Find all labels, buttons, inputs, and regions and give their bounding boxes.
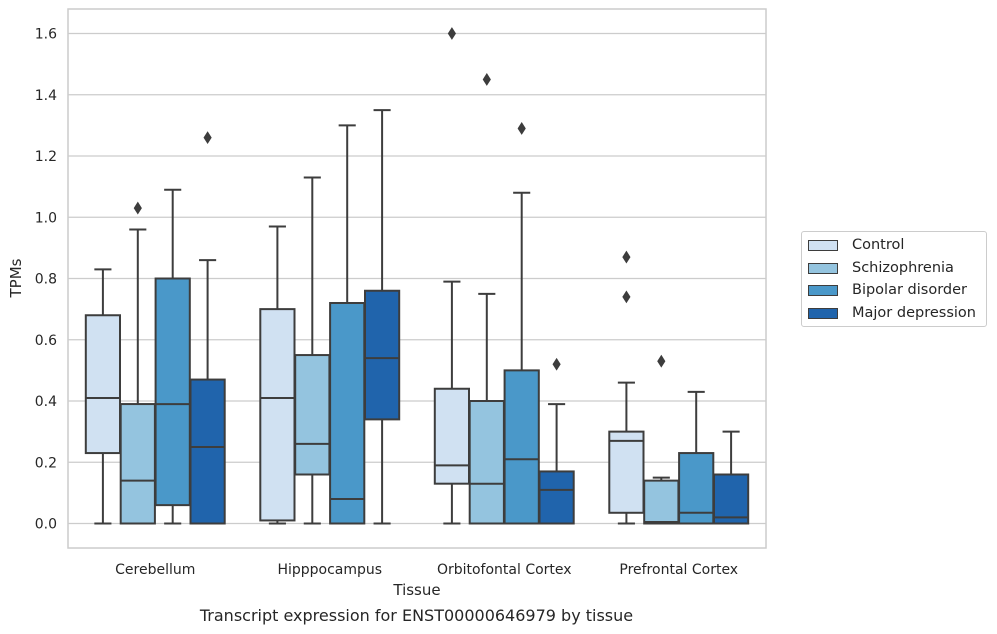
outlier-point — [622, 250, 631, 264]
y-tick-label: 0.0 — [35, 517, 57, 533]
box-group — [468, 73, 505, 525]
outlier-point — [203, 131, 212, 145]
legend-item-control: Control — [808, 235, 904, 255]
y-tick-label: 0.8 — [35, 272, 57, 288]
box-group — [608, 250, 645, 525]
box — [643, 479, 680, 525]
y-tick-label: 0.2 — [35, 455, 57, 471]
box — [84, 314, 122, 455]
boxes — [84, 27, 750, 525]
y-axis-label: TPMs — [7, 258, 25, 298]
legend-label: Major depression — [852, 305, 976, 321]
x-tick-label: Cerebellum — [115, 562, 195, 578]
box-group — [433, 27, 471, 525]
box-group — [154, 188, 191, 525]
box-group — [503, 122, 540, 525]
y-tick-label: 1.0 — [35, 210, 57, 226]
legend-swatch — [808, 262, 838, 274]
chart-caption: Transcript expression for ENST0000064697… — [199, 606, 634, 625]
legend-label: Schizophrenia — [852, 260, 954, 276]
box-group — [84, 268, 122, 525]
legend-item-bipolar-disorder: Bipolar disorder — [808, 280, 967, 300]
legend-label: Bipolar disorder — [852, 282, 967, 298]
box — [119, 403, 156, 525]
outlier-point — [657, 354, 666, 368]
box — [468, 400, 505, 525]
x-axis-label: Tissue — [392, 581, 440, 599]
box-group — [119, 201, 156, 525]
box — [433, 387, 471, 485]
box — [329, 302, 366, 525]
box — [259, 308, 296, 522]
y-tick-label: 1.2 — [35, 149, 57, 165]
box-group — [189, 131, 226, 525]
legend-swatch — [808, 307, 838, 319]
box-group — [538, 357, 575, 525]
plot-frame — [67, 8, 767, 549]
box — [608, 430, 645, 514]
legend-swatch — [808, 239, 838, 251]
y-tick-label: 1.6 — [35, 27, 57, 43]
box — [538, 470, 575, 525]
legend-item-major-depression: Major depression — [808, 303, 976, 323]
legend-label: Control — [852, 237, 905, 253]
outlier-point — [482, 73, 491, 86]
box — [294, 354, 331, 476]
outlier-point — [552, 357, 561, 371]
legend-swatch — [808, 284, 838, 296]
outlier-point — [622, 290, 631, 304]
outlier-point — [133, 201, 142, 215]
box-group — [712, 430, 750, 525]
box — [503, 369, 540, 525]
box-group — [329, 124, 366, 525]
box-group — [678, 390, 715, 525]
y-tick-label: 0.4 — [35, 394, 57, 410]
box-group — [643, 354, 680, 525]
box — [154, 277, 191, 507]
y-tick-label: 1.4 — [35, 88, 57, 104]
y-tick-label: 0.6 — [35, 333, 57, 349]
outlier-point — [447, 27, 456, 40]
x-tick-label: Prefrontal Cortex — [619, 562, 738, 578]
outlier-point — [517, 122, 526, 135]
y-tick-labels: 0.0 0.2 0.4 0.6 0.8 1.0 1.2 1.4 1.6 — [35, 27, 57, 533]
box — [363, 289, 401, 421]
box-group — [363, 109, 401, 525]
box — [189, 378, 226, 525]
legend: Control Schizophrenia Bipolar disorder M… — [801, 231, 987, 327]
box — [712, 473, 750, 525]
box-group — [294, 176, 331, 525]
box-group — [259, 225, 296, 525]
x-tick-label: Orbitofontal Cortex — [437, 562, 572, 578]
x-tick-label: Hipppocampus — [277, 562, 382, 578]
x-tick-labels: Cerebellum Hipppocampus Orbitofontal Corte… — [115, 562, 738, 578]
legend-item-schizophrenia: Schizophrenia — [808, 258, 954, 278]
